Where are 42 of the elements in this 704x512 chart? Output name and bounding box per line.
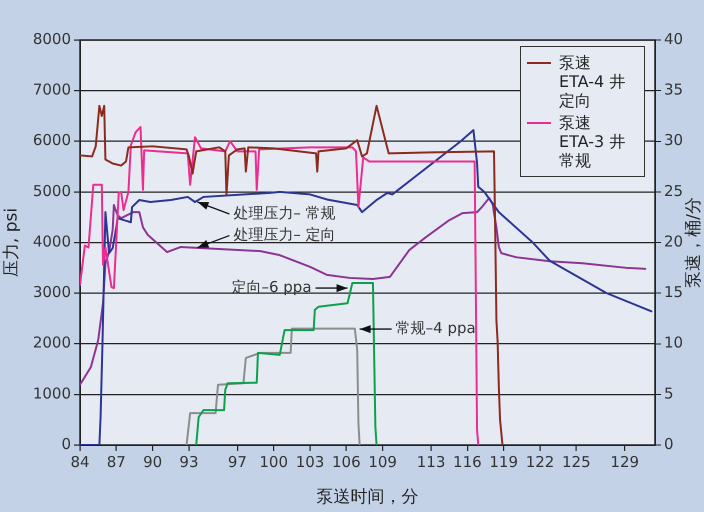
y2-tick-label: 0 [664, 434, 674, 453]
y-tick-label: 0 [61, 434, 71, 453]
annotation: 处理压力– 常规 [233, 204, 336, 222]
y2-tick-label: 20 [664, 232, 684, 250]
y2-tick-label: 15 [664, 283, 684, 302]
x-tick-label: 87 [106, 452, 126, 471]
y2-tick-label: 25 [664, 182, 684, 200]
x-tick-label: 113 [416, 452, 446, 471]
x-tick-label: 84 [70, 452, 90, 471]
x-tick-label: 109 [368, 452, 397, 471]
y-tick-label: 3000 [32, 283, 71, 302]
x-tick-label: 97 [228, 452, 247, 471]
x-tick-label: 93 [179, 452, 198, 471]
x-tick-label: 116 [453, 452, 482, 471]
y-tick-label: 5000 [32, 182, 71, 200]
y2-tick-label: 30 [664, 131, 684, 150]
y2-tick-label: 10 [664, 334, 684, 352]
y-axis-title: 压力, psi [2, 208, 22, 278]
x-tick-label: 100 [259, 452, 288, 471]
y-tick-label: 2000 [32, 334, 71, 352]
x-tick-label: 122 [526, 452, 554, 471]
x-tick-label: 125 [562, 452, 591, 471]
x-tick-label: 103 [296, 452, 324, 471]
x-axis-title: 泵送时间，分 [316, 487, 418, 508]
x-tick-label: 119 [489, 452, 518, 471]
y-tick-label: 6000 [32, 131, 71, 150]
y-tick-label: 1000 [32, 384, 71, 402]
y2-tick-label: 35 [664, 80, 684, 99]
y-tick-label: 7000 [32, 80, 71, 99]
legend-label: 泵速ETA-3 井常规 [559, 112, 626, 170]
x-tick-label: 129 [610, 452, 640, 471]
legend-label: 泵速ETA-4 井定向 [559, 53, 626, 110]
x-tick-label: 106 [332, 452, 361, 471]
x-tick-label: 90 [143, 452, 162, 471]
y2-tick-label: 5 [664, 384, 674, 402]
annotation: 定向–6 ppa [231, 278, 312, 296]
y2-axis-title: 泵速，桶/分 [683, 197, 704, 288]
y2-tick-label: 40 [664, 30, 684, 48]
annotation: 处理压力– 定向 [233, 225, 336, 244]
annotation: 常规–4 ppa [396, 318, 476, 337]
y-tick-label: 8000 [32, 30, 71, 48]
y-tick-label: 4000 [32, 232, 71, 250]
